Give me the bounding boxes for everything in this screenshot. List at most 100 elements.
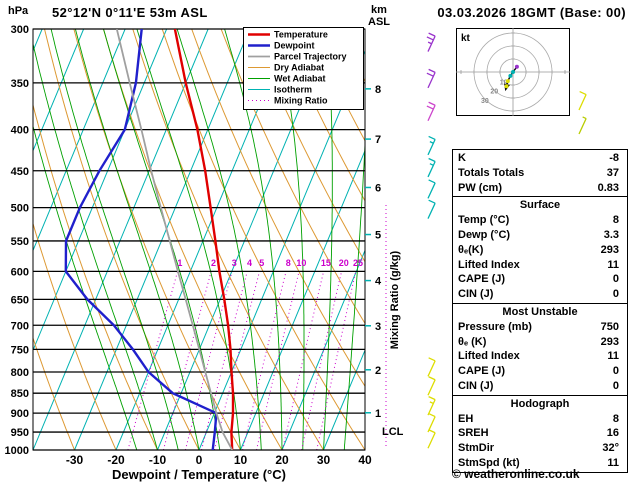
stat-label: StmSpd (kt) bbox=[458, 456, 520, 469]
stat-row: StmDir 32° bbox=[453, 441, 627, 456]
svg-text:Parcel Trajectory: Parcel Trajectory bbox=[274, 52, 347, 62]
stat-label: EH bbox=[458, 412, 474, 425]
stat-row: CIN (J) 0 bbox=[453, 287, 627, 302]
stats-hodograph-box: Hodograph EH 8 SREH 16 StmDir 32° StmSpd… bbox=[452, 394, 628, 473]
stats-hodograph-title: Hodograph bbox=[510, 397, 570, 410]
hodograph-point bbox=[514, 64, 519, 69]
dewpoint-curve bbox=[64, 29, 218, 450]
stat-value: -8 bbox=[609, 152, 619, 164]
svg-text:20: 20 bbox=[490, 89, 498, 96]
stat-value: 293 bbox=[600, 243, 619, 256]
svg-text:350: 350 bbox=[11, 78, 29, 90]
stat-label: CAPE (J) bbox=[458, 365, 506, 378]
svg-text:Wet Adiabat: Wet Adiabat bbox=[274, 74, 326, 84]
stat-value: 750 bbox=[600, 320, 619, 333]
stat-value: 11 bbox=[607, 258, 619, 271]
svg-text:2: 2 bbox=[211, 258, 216, 268]
stat-row: Dewp (°C) 3.3 bbox=[453, 228, 627, 243]
stat-label: StmDir bbox=[458, 442, 495, 455]
svg-text:8: 8 bbox=[375, 84, 381, 96]
svg-text:0: 0 bbox=[196, 453, 203, 467]
stat-value: 8 bbox=[612, 214, 619, 227]
svg-text:850: 850 bbox=[11, 388, 29, 400]
svg-text:5: 5 bbox=[375, 230, 381, 242]
stat-label: CAPE (J) bbox=[458, 273, 506, 286]
svg-text:8: 8 bbox=[286, 258, 291, 268]
stat-label: Lifted Index bbox=[458, 258, 520, 271]
parcel-trajectory-curve bbox=[115, 29, 233, 450]
stat-label: θₑ(K) bbox=[458, 243, 484, 256]
storm-motion-barb-group bbox=[578, 90, 587, 135]
stat-row: Temp (°C) 8 bbox=[453, 213, 627, 228]
stat-value: 0 bbox=[612, 365, 619, 378]
svg-text:300: 300 bbox=[11, 24, 29, 36]
stat-label: Totals Totals bbox=[458, 166, 525, 179]
svg-text:1: 1 bbox=[177, 258, 182, 268]
stat-row: Lifted Index 11 bbox=[453, 349, 627, 364]
stats-summary-box: K -8 Totals Totals 37 PW (cm) 0.83 bbox=[452, 149, 628, 198]
svg-text:Isotherm: Isotherm bbox=[274, 85, 312, 95]
svg-text:30: 30 bbox=[481, 98, 489, 105]
svg-text:10: 10 bbox=[234, 453, 248, 467]
svg-text:kt: kt bbox=[461, 33, 471, 44]
svg-text:Mixing Ratio: Mixing Ratio bbox=[274, 96, 328, 106]
svg-text:30: 30 bbox=[317, 453, 331, 467]
svg-text:650: 650 bbox=[11, 294, 29, 306]
stat-label: Temp (°C) bbox=[458, 214, 510, 227]
svg-text:3: 3 bbox=[232, 258, 237, 268]
svg-text:-20: -20 bbox=[107, 453, 125, 467]
skewt-diagram: 1 2 3 4 5 8 10 15 20 25hPa30035040045050055060065… bbox=[5, 4, 436, 482]
svg-text:ASL: ASL bbox=[368, 16, 390, 28]
svg-text:Dewpoint / Temperature (°C): Dewpoint / Temperature (°C) bbox=[112, 467, 286, 482]
hodograph-point bbox=[508, 73, 513, 78]
stat-value: 11 bbox=[607, 350, 619, 363]
stats-most-unstable-box: Most Unstable Pressure (mb) 750 θₑ (K) 2… bbox=[452, 302, 628, 396]
stat-row: Lifted Index 11 bbox=[453, 258, 627, 273]
stat-row: CIN (J) 0 bbox=[453, 379, 627, 394]
axis-labels: hPa3003504004505005506006507007508008509… bbox=[5, 4, 404, 482]
svg-text:25: 25 bbox=[353, 258, 363, 268]
svg-text:600: 600 bbox=[11, 266, 29, 278]
stats-most-unstable-title: Most Unstable bbox=[502, 305, 578, 318]
svg-text:500: 500 bbox=[11, 203, 29, 215]
svg-text:400: 400 bbox=[11, 125, 29, 137]
svg-text:20: 20 bbox=[339, 258, 349, 268]
svg-text:700: 700 bbox=[11, 320, 29, 332]
svg-text:Mixing Ratio (g/kg): Mixing Ratio (g/kg) bbox=[389, 250, 401, 349]
datetime-title: 03.03.2026 18GMT (Base: 00) bbox=[437, 5, 626, 20]
svg-text:4: 4 bbox=[247, 258, 252, 268]
stat-value: 8 bbox=[612, 412, 619, 425]
svg-text:800: 800 bbox=[11, 367, 29, 379]
sounding-curves bbox=[64, 29, 235, 450]
stat-row: EH 8 bbox=[453, 412, 627, 427]
station-title: 52°12'N 0°11'E 53m ASL bbox=[52, 5, 208, 20]
temperature-curve bbox=[173, 29, 235, 450]
stat-value: 3.3 bbox=[603, 228, 619, 241]
svg-text:20: 20 bbox=[275, 453, 289, 467]
svg-text:1: 1 bbox=[375, 408, 381, 420]
stat-label: θₑ (K) bbox=[458, 335, 487, 348]
storm-motion-barbs bbox=[578, 90, 587, 135]
hodograph-point bbox=[504, 84, 509, 89]
stat-row: θₑ(K) 293 bbox=[453, 243, 627, 258]
svg-text:-10: -10 bbox=[149, 453, 167, 467]
stat-row: CAPE (J) 0 bbox=[453, 364, 627, 379]
svg-text:Temperature: Temperature bbox=[274, 30, 328, 40]
svg-text:750: 750 bbox=[11, 344, 29, 356]
svg-text:hPa: hPa bbox=[8, 5, 29, 17]
svg-text:LCL: LCL bbox=[382, 426, 404, 438]
hodograph-point bbox=[505, 79, 510, 84]
svg-text:550: 550 bbox=[11, 236, 29, 248]
wind-barb-column bbox=[426, 32, 436, 449]
stat-label: PW (cm) bbox=[458, 181, 502, 194]
stat-value: 0.83 bbox=[597, 181, 619, 194]
stats-panel: K -8 Totals Totals 37 PW (cm) 0.83 Surfa… bbox=[452, 149, 628, 473]
stat-value: 16 bbox=[606, 427, 619, 440]
svg-text:7: 7 bbox=[375, 134, 381, 146]
svg-text:10: 10 bbox=[296, 258, 306, 268]
stat-row: θₑ (K) 293 bbox=[453, 335, 627, 350]
stat-row: Pressure (mb) 750 bbox=[453, 320, 627, 335]
svg-text:1000: 1000 bbox=[5, 445, 29, 457]
